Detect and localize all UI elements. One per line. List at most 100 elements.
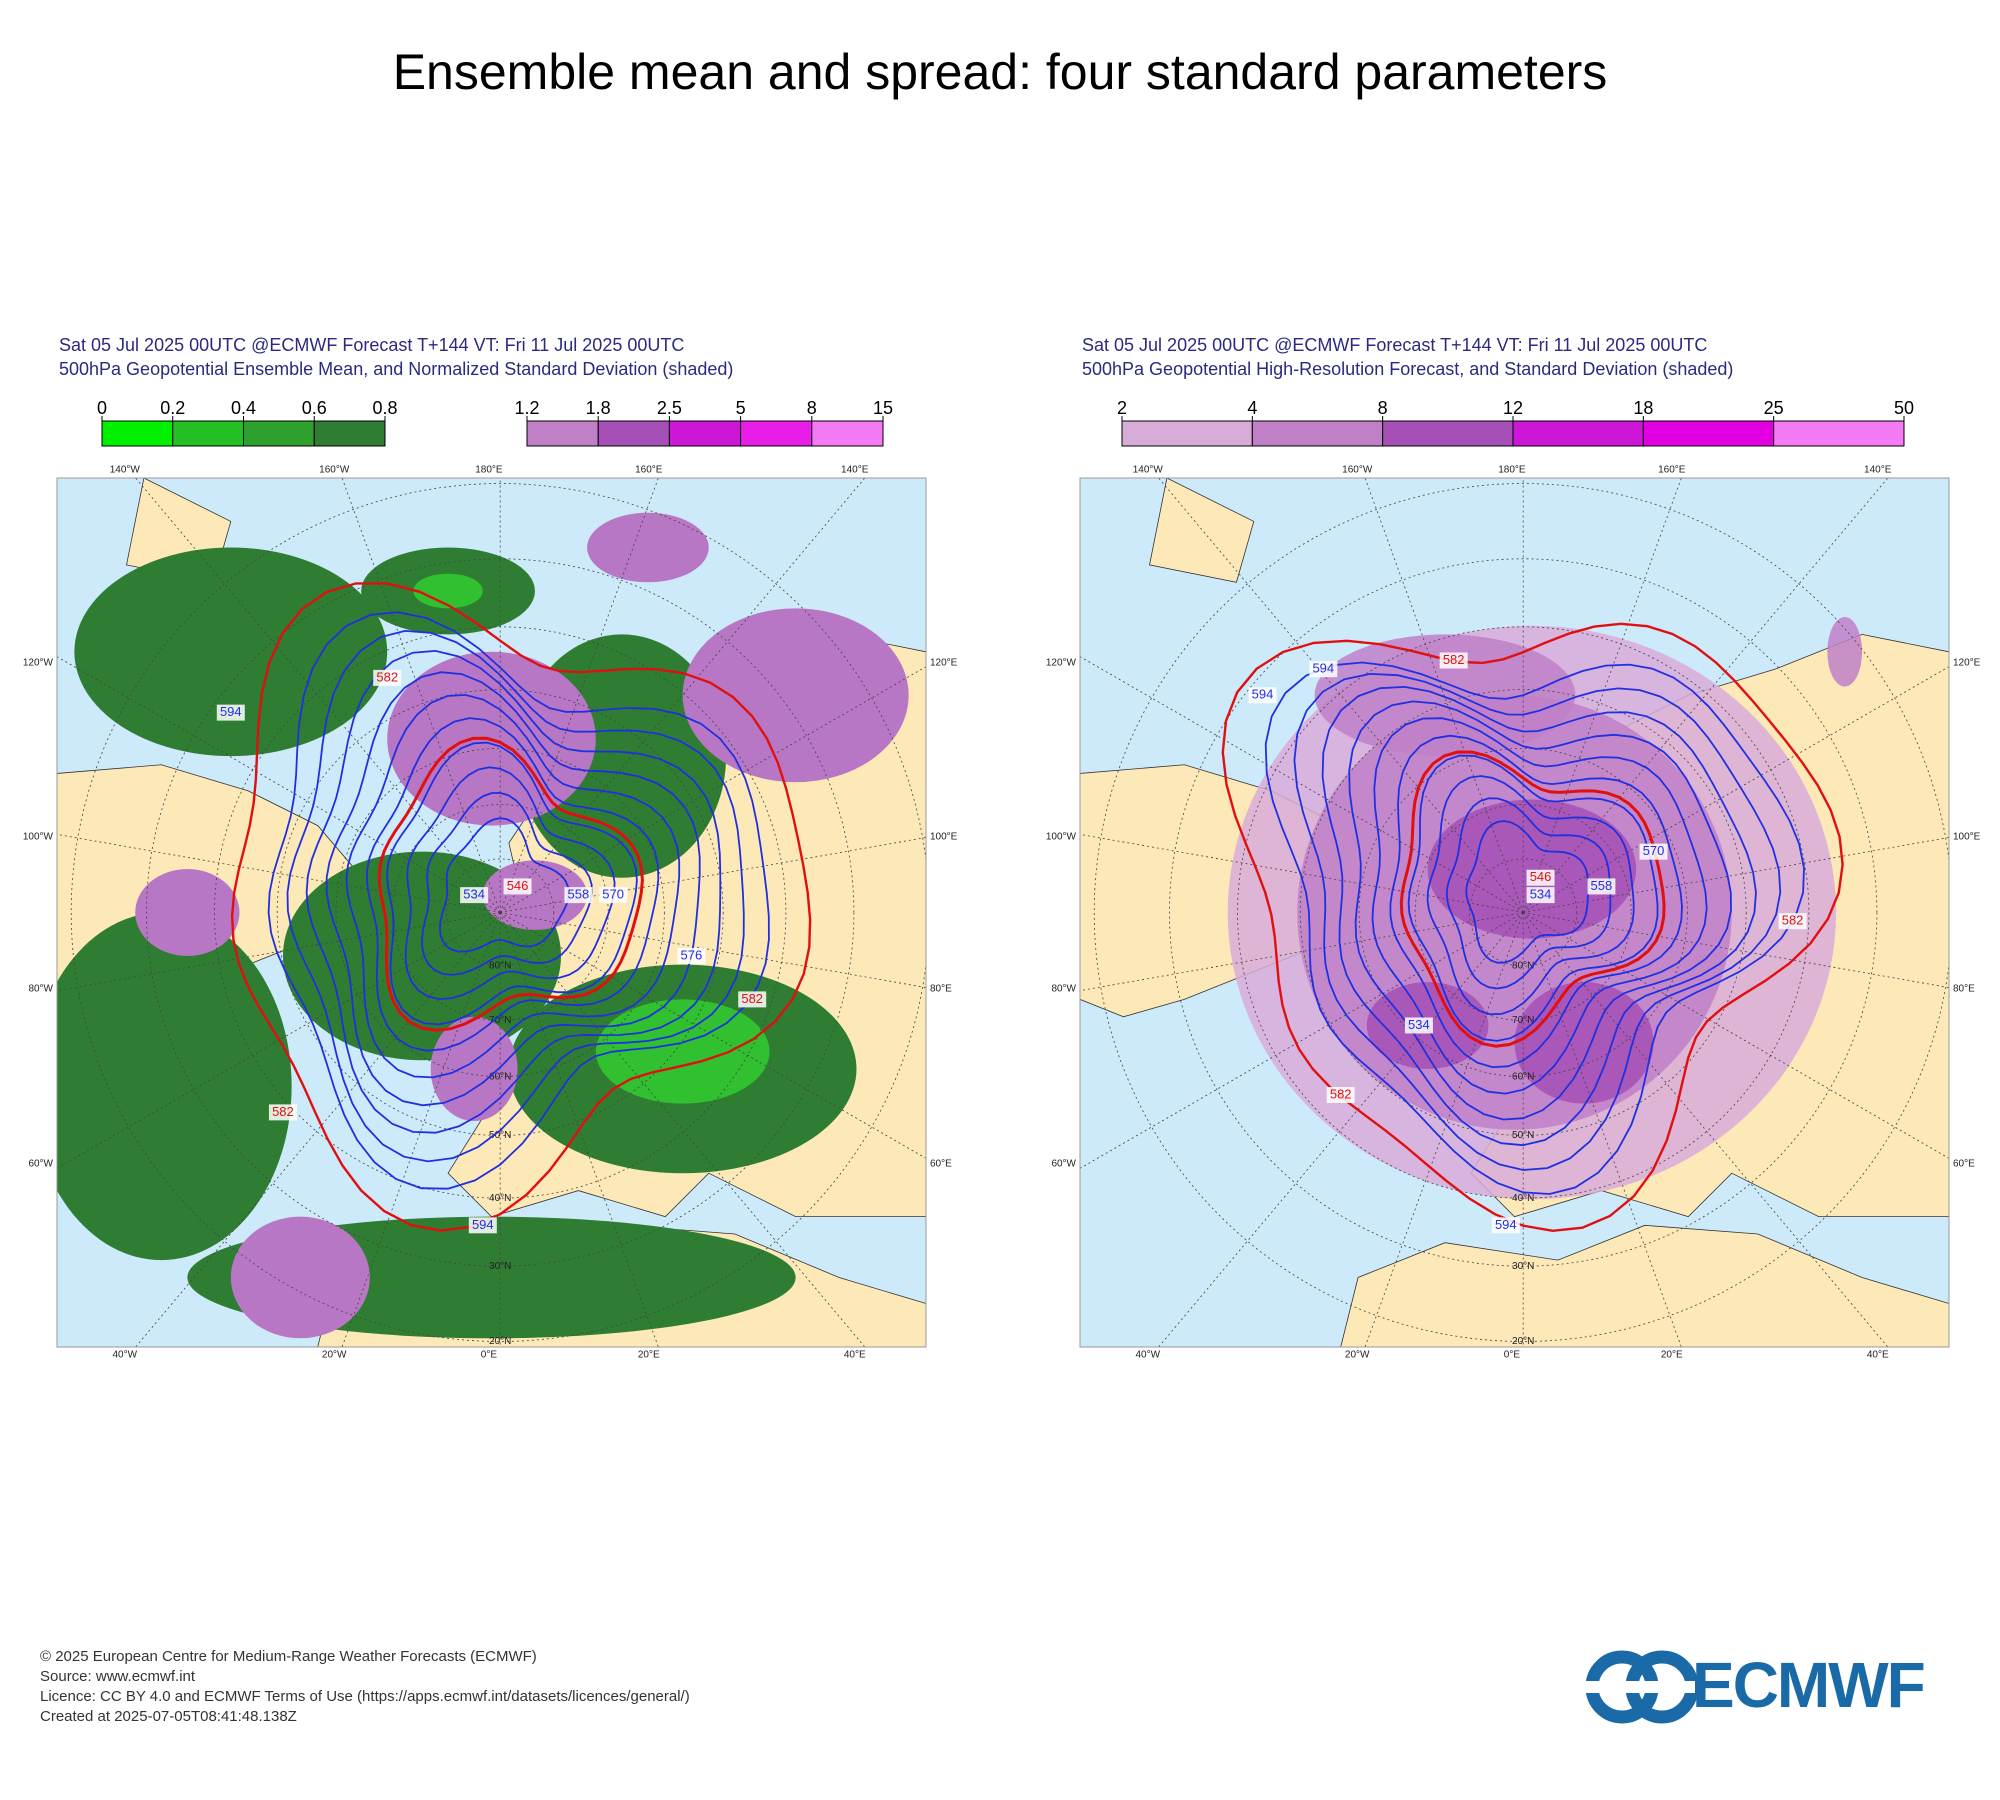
logo-mark bbox=[1585, 1681, 1695, 1693]
contour-label-bg bbox=[373, 669, 402, 686]
contour-label-bg bbox=[1404, 1017, 1433, 1034]
contour bbox=[267, 611, 770, 1190]
lon-label: 60°W bbox=[28, 1158, 53, 1169]
shading bbox=[430, 1016, 518, 1122]
lat-label: 70°N bbox=[489, 1015, 511, 1026]
lat-label: 50°N bbox=[489, 1130, 511, 1141]
contour-label-bg bbox=[1326, 1086, 1355, 1103]
colorbar-swatch bbox=[1382, 420, 1514, 447]
map-panel: Sat 05 Jul 2025 00UTC @ECMWF Forecast T+… bbox=[1046, 335, 1981, 1361]
lon-label: 60°E bbox=[1953, 1158, 1975, 1169]
colorbar-swatch bbox=[1642, 420, 1775, 447]
contour-label: 534 bbox=[463, 887, 485, 902]
colorbar-swatch bbox=[811, 420, 884, 447]
colorbar-tick-label: 1.8 bbox=[586, 398, 611, 418]
lat-label: 40°N bbox=[1512, 1193, 1534, 1204]
lon-label: 140°W bbox=[1133, 465, 1164, 476]
lon-label: 140°W bbox=[110, 465, 141, 476]
map-frame bbox=[1079, 477, 1950, 1348]
colorbar-tick-label: 0.4 bbox=[231, 398, 256, 418]
lon-label: 80°W bbox=[28, 984, 53, 995]
contour-label: 534 bbox=[1408, 1017, 1430, 1032]
parallel bbox=[1358, 747, 1688, 1078]
colorbar-tick-label: 0.6 bbox=[302, 398, 327, 418]
colorbar-tick-label: 25 bbox=[1764, 398, 1784, 418]
contour-label: 582 bbox=[376, 669, 398, 684]
contour bbox=[404, 766, 616, 1000]
parallel bbox=[276, 689, 724, 1136]
contour-label: 546 bbox=[1530, 869, 1552, 884]
contour-label-bg bbox=[1526, 887, 1555, 904]
contour bbox=[1445, 797, 1612, 990]
contour-label: 582 bbox=[741, 991, 763, 1006]
lon-label: 120°W bbox=[23, 658, 54, 669]
colorbar-tick-label: 12 bbox=[1503, 398, 1523, 418]
colorbar-tick-label: 18 bbox=[1633, 398, 1653, 418]
land bbox=[1340, 1224, 1949, 1347]
contour-label: 582 bbox=[1782, 913, 1804, 928]
contour-label: 570 bbox=[1643, 843, 1665, 858]
lon-label: 40°W bbox=[1136, 1350, 1161, 1361]
colorbar-tick-label: 1.2 bbox=[514, 398, 539, 418]
contour-label-bg bbox=[1309, 661, 1338, 678]
contour bbox=[286, 629, 745, 1163]
contour-label-bg bbox=[1439, 652, 1468, 669]
lon-label: 80°W bbox=[1051, 984, 1076, 995]
contour bbox=[386, 741, 638, 1026]
parallel bbox=[335, 747, 665, 1078]
contour bbox=[1389, 734, 1683, 1069]
contour bbox=[325, 671, 701, 1107]
contour bbox=[1321, 685, 1757, 1147]
contour-label: 582 bbox=[1330, 1086, 1352, 1101]
contour bbox=[1426, 775, 1635, 1016]
colorbar-swatch bbox=[1512, 420, 1644, 447]
lat-label: 20°N bbox=[489, 1336, 511, 1347]
contour-red bbox=[1399, 750, 1666, 1048]
contour-label: 534 bbox=[1530, 887, 1552, 902]
lon-label: 40°E bbox=[844, 1350, 866, 1361]
parallel bbox=[214, 626, 787, 1199]
lon-label: 100°W bbox=[1046, 832, 1077, 843]
contour bbox=[1465, 820, 1590, 964]
colorbar-tick-label: 2.5 bbox=[657, 398, 682, 418]
contour-label: 594 bbox=[472, 1217, 494, 1232]
lon-label: 0°E bbox=[1504, 1350, 1521, 1361]
colorbar-tick-label: 0.2 bbox=[160, 398, 185, 418]
lon-label: 160°E bbox=[1658, 465, 1686, 476]
lon-label: 120°E bbox=[1953, 658, 1981, 669]
lat-label: 50°N bbox=[1512, 1130, 1534, 1141]
colorbar-swatch bbox=[101, 420, 174, 447]
contour-label-bg bbox=[268, 1104, 297, 1121]
lon-label: 160°W bbox=[319, 465, 350, 476]
parallel bbox=[70, 483, 926, 1342]
colorbar-tick-label: 0 bbox=[97, 398, 107, 418]
contour bbox=[1348, 700, 1732, 1121]
lon-label: 40°E bbox=[1867, 1350, 1889, 1361]
lat-label: 70°N bbox=[1512, 1015, 1534, 1026]
contour-label: 582 bbox=[272, 1104, 294, 1119]
shading bbox=[682, 608, 909, 783]
contour-label: 594 bbox=[1495, 1217, 1517, 1232]
parallel bbox=[1169, 558, 1878, 1267]
lon-label: 20°W bbox=[1345, 1350, 1370, 1361]
contour-label-bg bbox=[1526, 869, 1555, 886]
lon-label: 140°E bbox=[841, 465, 869, 476]
panel-title: Sat 05 Jul 2025 00UTC @ECMWF Forecast T+… bbox=[59, 335, 684, 355]
lat-label: 20°N bbox=[1512, 1336, 1534, 1347]
contour-red bbox=[230, 582, 812, 1232]
contour-label: 558 bbox=[1591, 878, 1613, 893]
footer-line: Source: www.ecmwf.int bbox=[40, 1668, 196, 1685]
colorbar-swatch bbox=[668, 420, 742, 447]
map: 80°N 70°N 60°N 50°N 40°N 30°N 20°N 582 594 534 546… bbox=[57, 478, 926, 1347]
lon-label: 20°E bbox=[638, 1350, 660, 1361]
contour-label-bg bbox=[1587, 878, 1616, 895]
panel-title: 500hPa Geopotential Ensemble Mean, and N… bbox=[59, 359, 733, 379]
lon-label: 120°W bbox=[1046, 658, 1077, 669]
lon-label: 100°E bbox=[930, 832, 958, 843]
lat-label: 30°N bbox=[1512, 1261, 1534, 1272]
colorbar-tick-label: 4 bbox=[1247, 398, 1257, 418]
contour bbox=[1407, 754, 1659, 1042]
parallel bbox=[446, 858, 555, 967]
colorbar-swatch bbox=[1251, 420, 1384, 447]
